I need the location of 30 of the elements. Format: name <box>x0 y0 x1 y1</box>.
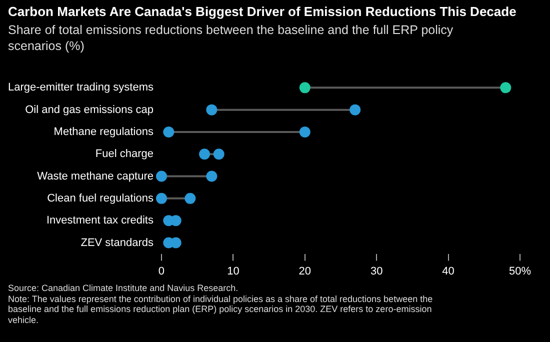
x-tick-label: 50% <box>508 265 532 278</box>
x-tick-label: 10 <box>227 265 240 278</box>
chart-title: Carbon Markets Are Canada's Biggest Driver of Emission Reductions This Decade <box>8 4 516 19</box>
x-tick-label: 20 <box>298 265 312 278</box>
y-tick-label: Methane regulations <box>54 126 154 138</box>
source-note: Source: Canadian Climate Institute and Navius Research. <box>8 283 238 293</box>
point <box>500 82 512 94</box>
y-tick-label: Fuel charge <box>95 148 154 160</box>
point <box>299 82 310 94</box>
x-tick-label: 40 <box>442 265 454 278</box>
text: Note: The values represent the contribution of individual policies as a share of total reductions between the baseline and the full emissions reduction plan (ERP) policy scenarios in 2030. ZEV refers to zero-emission vehicle. <box>8 294 433 325</box>
point <box>213 148 224 160</box>
y-tick-label: Clean fuel regulations <box>47 192 154 204</box>
point <box>199 148 210 160</box>
point <box>163 126 174 138</box>
y-tick-label: Waste methane capture <box>37 170 154 182</box>
point <box>156 192 167 204</box>
point <box>206 170 218 182</box>
point <box>206 104 218 116</box>
x-tick-label: 30 <box>370 265 383 278</box>
chart-subtitle: Share of total emissions reductions between the baseline and the full ERP policy scenarios (%) <box>8 22 454 54</box>
y-tick-label: ZEV standards <box>80 236 154 249</box>
y-tick-label: Oil and gas emissions cap <box>25 104 154 116</box>
point <box>350 104 361 116</box>
y-tick-label: Investment tax credits <box>46 214 154 227</box>
point <box>156 170 167 182</box>
x-tick-label: 0 <box>158 265 165 278</box>
y-tick-label: Large-emitter trading systems <box>8 82 154 94</box>
point <box>299 126 310 138</box>
point <box>184 192 196 204</box>
